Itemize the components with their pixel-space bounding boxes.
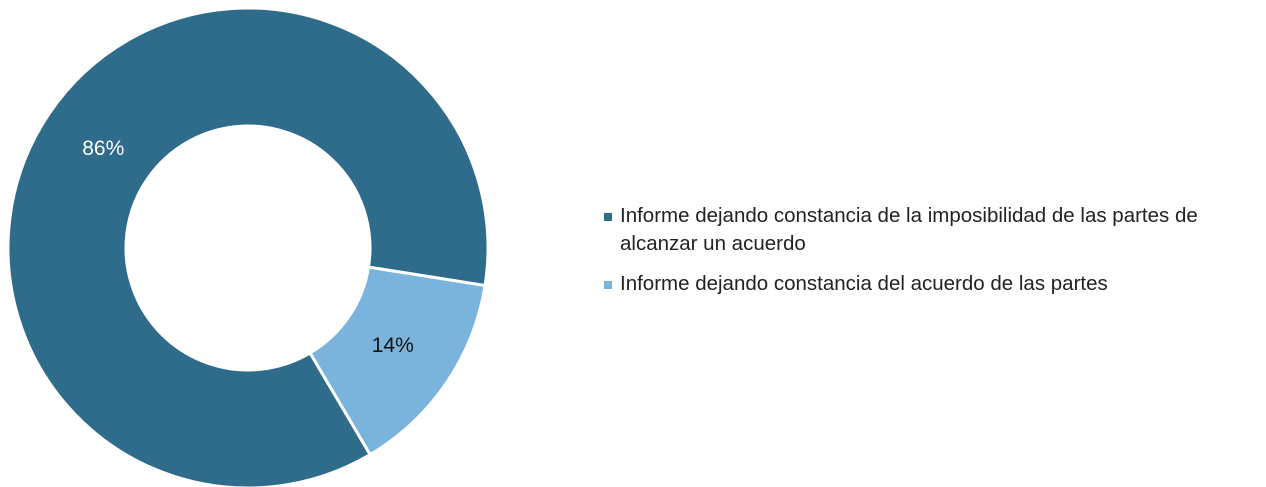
legend-label: Informe dejando constancia de la imposib… — [620, 204, 1198, 255]
legend-label: Informe dejando constancia del acuerdo d… — [620, 272, 1108, 295]
donut-slice — [6, 6, 490, 487]
legend-swatch — [604, 213, 612, 221]
legend-item: Informe dejando constancia del acuerdo d… — [604, 270, 1254, 298]
chart: 86% 14% — [6, 6, 490, 487]
data-label: 14% — [372, 334, 414, 357]
legend-item: Informe dejando constancia de la imposib… — [604, 202, 1254, 258]
data-label: 86% — [82, 137, 124, 160]
donut-slice — [308, 265, 487, 457]
legend-swatch — [604, 281, 612, 289]
legend: Informe dejando constancia de la imposib… — [604, 202, 1254, 310]
